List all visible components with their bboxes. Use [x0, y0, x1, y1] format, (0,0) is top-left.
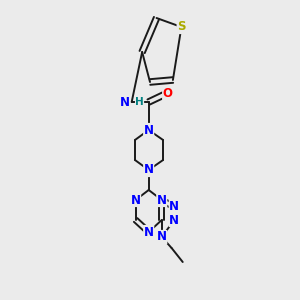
- Text: N: N: [144, 164, 154, 176]
- Text: N: N: [130, 194, 141, 206]
- Text: N: N: [144, 124, 154, 136]
- Text: S: S: [177, 20, 186, 34]
- Text: N: N: [157, 230, 167, 244]
- Text: O: O: [163, 86, 173, 100]
- Text: N: N: [169, 214, 179, 226]
- Text: N: N: [157, 194, 167, 206]
- Text: N: N: [144, 226, 154, 238]
- Text: H: H: [135, 97, 144, 107]
- Text: N: N: [120, 95, 130, 109]
- Text: N: N: [169, 200, 179, 214]
